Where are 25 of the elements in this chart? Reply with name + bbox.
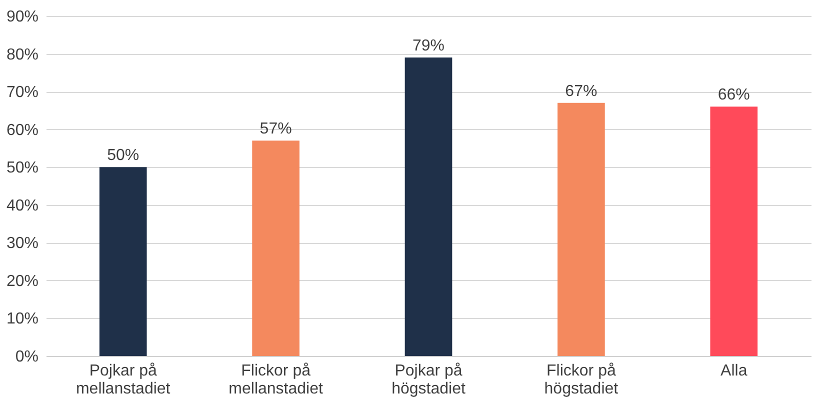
y-tick-label: 80% bbox=[6, 46, 38, 64]
y-tick-label: 90% bbox=[6, 8, 38, 26]
bar bbox=[99, 167, 147, 356]
data-label: 57% bbox=[260, 120, 292, 138]
x-tick-label: Flickor på högstadiet bbox=[544, 362, 619, 398]
data-label: 79% bbox=[412, 38, 445, 55]
y-tick-label: 70% bbox=[6, 84, 38, 102]
x-tick-label: Alla bbox=[720, 362, 748, 380]
y-tick-label: 30% bbox=[6, 235, 38, 252]
bar bbox=[252, 140, 300, 356]
bar bbox=[404, 58, 452, 356]
y-tick-label: 50% bbox=[6, 160, 38, 177]
y-tick-label: 0% bbox=[15, 348, 38, 366]
data-label: 50% bbox=[107, 147, 140, 164]
y-tick-label: 20% bbox=[6, 272, 38, 290]
data-label: 67% bbox=[565, 82, 598, 100]
y-tick-label: 10% bbox=[6, 310, 38, 328]
y-tick-label: 60% bbox=[6, 122, 38, 139]
data-label: 66% bbox=[718, 86, 750, 104]
y-tick-label: 40% bbox=[6, 197, 38, 214]
bar bbox=[558, 102, 605, 356]
x-tick-label: Flickor på mellanstadiet bbox=[228, 362, 324, 398]
x-tick-label: Pojkar på högstadiet bbox=[392, 362, 466, 398]
bar bbox=[710, 106, 758, 356]
x-tick-label: Pojkar på mellanstadiet bbox=[76, 362, 171, 398]
